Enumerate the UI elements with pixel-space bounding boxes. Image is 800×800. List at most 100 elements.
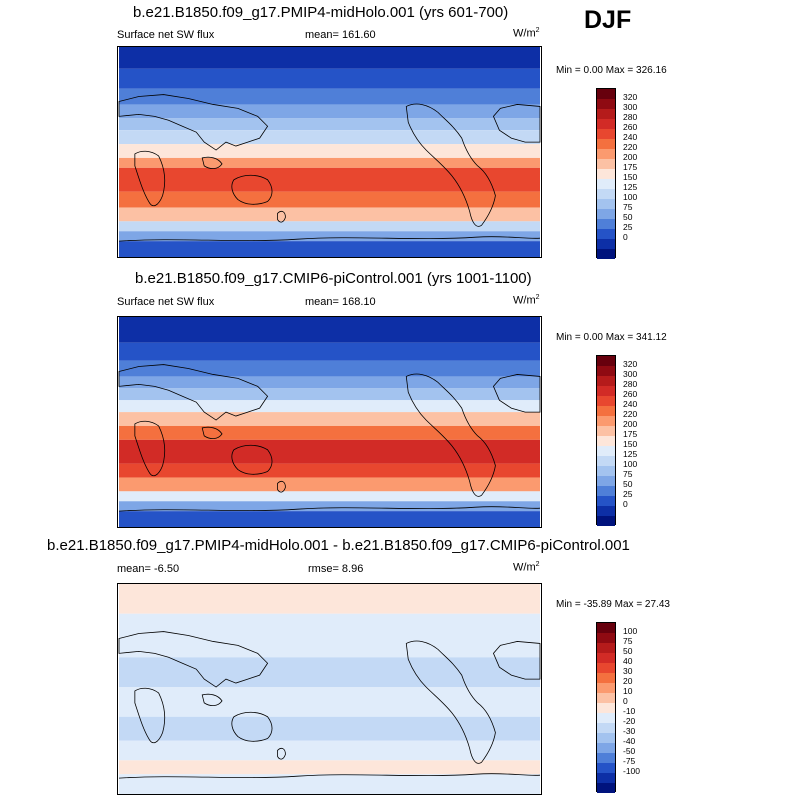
field-band — [119, 501, 540, 512]
coastline — [492, 374, 541, 413]
colorbar-tick-label: 260 — [623, 122, 638, 132]
colorbar-tick-label: 100 — [623, 192, 638, 202]
field-band — [119, 144, 540, 158]
units-label: W/m2 — [513, 27, 540, 40]
colorbar — [596, 622, 616, 793]
colorbar-tick-label: -10 — [623, 706, 636, 716]
colorbar-swatch — [597, 663, 615, 673]
panel-title: b.e21.B1850.f09_g17.PMIP4-midHolo.001 - … — [47, 537, 630, 554]
colorbar-swatch — [597, 159, 615, 169]
coastline — [277, 480, 286, 493]
variable-label: Surface net SW flux — [117, 29, 215, 41]
world-map — [117, 316, 542, 528]
field-band — [119, 491, 540, 502]
field-band — [119, 477, 540, 492]
variable-label: Surface net SW flux — [117, 296, 215, 308]
field-band — [119, 241, 540, 257]
field-band — [119, 687, 540, 717]
coastline — [134, 150, 166, 207]
colorbar-swatch — [597, 366, 615, 376]
field-band — [119, 613, 540, 658]
colorbar-swatch — [597, 249, 615, 259]
colorbar-tick-label: 320 — [623, 359, 638, 369]
colorbar-tick-label: 240 — [623, 132, 638, 142]
colorbar-swatch — [597, 446, 615, 456]
colorbar-tick-label: 50 — [623, 479, 633, 489]
colorbar-tick-label: 0 — [623, 499, 628, 509]
coastline — [201, 693, 223, 706]
field-band — [119, 47, 540, 69]
field-band — [119, 425, 540, 440]
coastline — [492, 641, 541, 680]
colorbar-swatch — [597, 416, 615, 426]
colorbar-tick-label: 125 — [623, 449, 638, 459]
colorbar-swatch — [597, 773, 615, 783]
colorbar-swatch — [597, 89, 615, 99]
coastline — [277, 210, 286, 223]
field-band — [119, 130, 540, 145]
coastline — [277, 747, 286, 760]
mean-label: mean= -6.50 — [117, 563, 180, 575]
coastline — [118, 94, 269, 151]
colorbar-swatch — [597, 139, 615, 149]
field-band — [119, 657, 540, 688]
field-band — [119, 317, 540, 343]
coastline — [134, 687, 166, 744]
colorbar-tick-label: -30 — [623, 726, 636, 736]
colorbar-tick-label: -40 — [623, 736, 636, 746]
colorbar-swatch — [597, 376, 615, 386]
colorbar-tick-label: 175 — [623, 429, 638, 439]
coastline — [201, 426, 223, 439]
colorbar-swatch — [597, 743, 615, 753]
rmse-label: rmse= 8.96 — [308, 563, 364, 575]
colorbar-swatch — [597, 506, 615, 516]
colorbar-tick-label: 300 — [623, 369, 638, 379]
coastline — [231, 711, 273, 742]
colorbar-swatch — [597, 753, 615, 763]
colorbar — [596, 355, 616, 526]
colorbar-tick-label: -75 — [623, 756, 636, 766]
colorbar-swatch — [597, 763, 615, 773]
colorbar-tick-label: 175 — [623, 162, 638, 172]
colorbar-swatch — [597, 189, 615, 199]
colorbar-swatch — [597, 209, 615, 219]
field-band — [119, 221, 540, 232]
field-band — [119, 104, 540, 119]
colorbar-tick-label: 25 — [623, 489, 633, 499]
colorbar-tick-label: 200 — [623, 152, 638, 162]
colorbar-swatch — [597, 693, 615, 703]
colorbar-swatch — [597, 199, 615, 209]
colorbar-swatch — [597, 486, 615, 496]
coastline — [201, 156, 223, 169]
colorbar-swatch — [597, 683, 615, 693]
units-label: W/m2 — [513, 294, 540, 307]
field-band — [119, 584, 540, 614]
colorbar-tick-label: 220 — [623, 142, 638, 152]
colorbar-swatch — [597, 179, 615, 189]
mean-label: mean= 168.10 — [305, 296, 376, 308]
colorbar-tick-label: 280 — [623, 112, 638, 122]
colorbar-tick-label: 50 — [623, 212, 633, 222]
colorbar-swatch — [597, 239, 615, 249]
colorbar-tick-label: 30 — [623, 666, 633, 676]
colorbar-swatch — [597, 169, 615, 179]
colorbar-tick-label: 20 — [623, 676, 633, 686]
colorbar-swatch — [597, 466, 615, 476]
colorbar-tick-label: 260 — [623, 389, 638, 399]
colorbar-tick-label: 75 — [623, 202, 633, 212]
field-band — [119, 400, 540, 413]
colorbar-swatch — [597, 436, 615, 446]
coastline — [405, 373, 496, 497]
field-band — [119, 231, 540, 242]
colorbar-swatch — [597, 456, 615, 466]
colorbar-swatch — [597, 229, 615, 239]
coastline — [231, 444, 273, 475]
colorbar-tick-label: 40 — [623, 656, 633, 666]
colorbar-swatch — [597, 703, 615, 713]
units-label: W/m2 — [513, 561, 540, 574]
field-band — [119, 342, 540, 361]
colorbar-tick-label: 200 — [623, 419, 638, 429]
world-map — [117, 46, 542, 258]
colorbar-tick-label: 220 — [623, 409, 638, 419]
colorbar-swatch — [597, 129, 615, 139]
